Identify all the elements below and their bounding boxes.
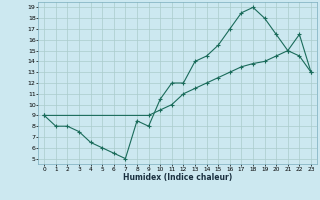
X-axis label: Humidex (Indice chaleur): Humidex (Indice chaleur)	[123, 173, 232, 182]
